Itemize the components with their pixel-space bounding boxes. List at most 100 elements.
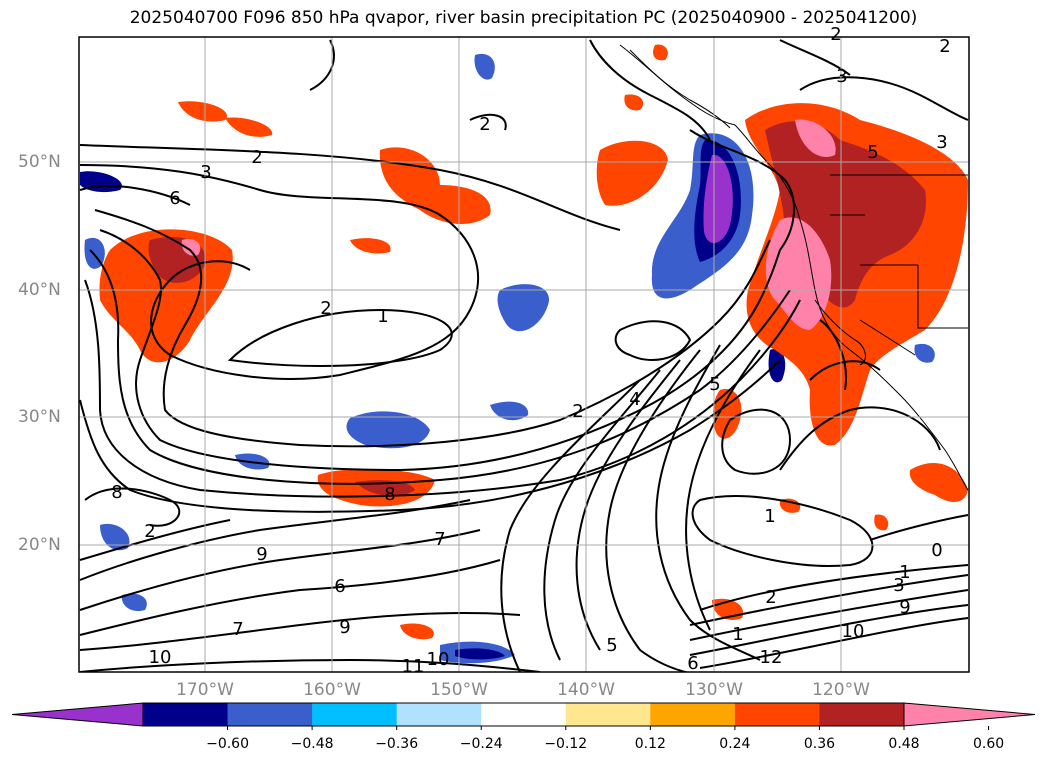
qvapor-contour — [699, 617, 969, 669]
border-line — [917, 265, 968, 329]
colorbar-extend-low — [11, 702, 144, 727]
colorbar-tick-label: −0.48 — [290, 736, 334, 752]
contour-label: 10 — [427, 649, 450, 670]
qvapor-contour — [575, 359, 681, 651]
qvapor-contour — [79, 559, 501, 636]
contour-label: 2 — [765, 587, 776, 608]
precip-negative-region — [914, 343, 935, 363]
coastline-line — [619, 44, 969, 491]
contour-label: 5 — [867, 142, 878, 163]
contour-label: 9 — [339, 617, 350, 638]
contour-label: 10 — [842, 621, 865, 642]
contour-label: 3 — [200, 162, 211, 183]
qvapor-contour — [79, 658, 541, 672]
contour-label: 5 — [606, 635, 617, 656]
contour-label: 9 — [256, 544, 267, 565]
qvapor-contour — [691, 495, 874, 567]
qvapor-contour — [227, 308, 453, 367]
colorbar-swatch — [650, 703, 736, 726]
colorbar — [11, 702, 1036, 730]
colorbar-tick-label: 0.36 — [803, 736, 836, 752]
qvapor-contour — [79, 144, 621, 231]
graticule — [79, 37, 969, 672]
qvapor-contour — [721, 408, 792, 475]
qvapor-contour — [689, 574, 969, 626]
precip-positive-region — [909, 462, 968, 502]
colorbar-frame — [142, 702, 905, 727]
qvapor-contour — [779, 406, 941, 471]
qvapor-contour — [799, 76, 969, 121]
precip-positive-region — [624, 94, 644, 111]
qvapor-contour — [79, 164, 479, 380]
contour-label: 1 — [764, 506, 775, 527]
lon-label-170w: 170°W — [176, 680, 234, 700]
precip-positive-region — [225, 117, 273, 137]
qvapor-contour — [79, 519, 231, 561]
contour-label: 10 — [149, 647, 172, 668]
lon-label-150w: 150°W — [430, 680, 488, 700]
colorbar-swatch — [734, 703, 820, 726]
contour-label: 3 — [893, 575, 904, 596]
qvapor-contour — [79, 529, 481, 611]
colorbar-swatch — [143, 703, 229, 726]
map-title: 2025040700 F096 850 hPa qvapor, river ba… — [129, 8, 918, 28]
qvapor-contour — [500, 379, 641, 672]
lat-label-30n: 30°N — [18, 407, 61, 427]
contour-label: 6 — [169, 188, 180, 209]
coastline — [619, 44, 969, 491]
qvapor-contour — [84, 487, 181, 527]
precip-positive-region — [713, 389, 742, 439]
colorbar-tick-label: −0.60 — [206, 736, 249, 752]
contour-label: 3 — [836, 66, 847, 87]
colorbar-tick-label: −0.36 — [375, 736, 419, 752]
qvapor-contour — [655, 344, 761, 661]
contour-label: 0 — [931, 540, 942, 561]
qvapor-contour — [79, 612, 521, 651]
qvapor-contour — [689, 129, 796, 251]
lat-label-20n: 20°N — [18, 535, 61, 555]
contour-label: 2 — [144, 521, 155, 542]
qvapor-contour — [869, 514, 969, 541]
lon-label-140w: 140°W — [557, 680, 615, 700]
colorbar-swatch — [565, 703, 651, 726]
precip-negative-region — [121, 593, 147, 612]
qvapor-contour — [543, 369, 661, 661]
colorbar-tick-label: 0.60 — [972, 736, 1005, 752]
precip-negative-region — [455, 648, 505, 660]
lon-label-130w: 130°W — [685, 680, 743, 700]
contour-label: 1 — [732, 624, 743, 645]
lat-label-50n: 50°N — [18, 152, 61, 172]
qvapor-contour — [79, 359, 781, 513]
colorbar-tick-label: 0.12 — [634, 736, 666, 752]
qvapor-contour — [699, 564, 969, 611]
colorbar-tick-label: 0.48 — [888, 736, 920, 752]
contour-label: 7 — [434, 529, 445, 550]
precip-negative-region — [768, 349, 786, 383]
precip-negative-region — [346, 411, 430, 449]
qvapor-contour — [94, 209, 771, 448]
contour-label: 8 — [111, 482, 122, 503]
border-line — [859, 319, 916, 356]
qvapor-contour — [605, 349, 701, 672]
contour-label: 8 — [384, 484, 395, 505]
contour-label: 9 — [899, 597, 910, 618]
lat-label-40n: 40°N — [18, 280, 61, 300]
precip-negative-region — [703, 154, 733, 244]
precip-positive-region — [400, 623, 434, 640]
qvapor-contour — [819, 319, 847, 391]
qvapor-contour — [79, 499, 471, 581]
precip-positive-region — [795, 119, 836, 157]
precip-positive-region — [350, 238, 391, 254]
contour-label: 6 — [687, 653, 698, 674]
qvapor-contour — [685, 349, 761, 631]
contour-label: 3 — [936, 132, 947, 153]
lon-label-120w: 120°W — [812, 680, 870, 700]
colorbar-swatch — [227, 703, 313, 726]
contour-label: 2 — [251, 147, 262, 168]
precip-negative-region — [497, 284, 550, 332]
colorbar-swatch — [396, 703, 482, 726]
map-frame — [78, 36, 970, 673]
precip-positive-region — [596, 140, 668, 206]
qvapor-contour — [689, 604, 969, 656]
contour-label: 2 — [572, 401, 583, 422]
